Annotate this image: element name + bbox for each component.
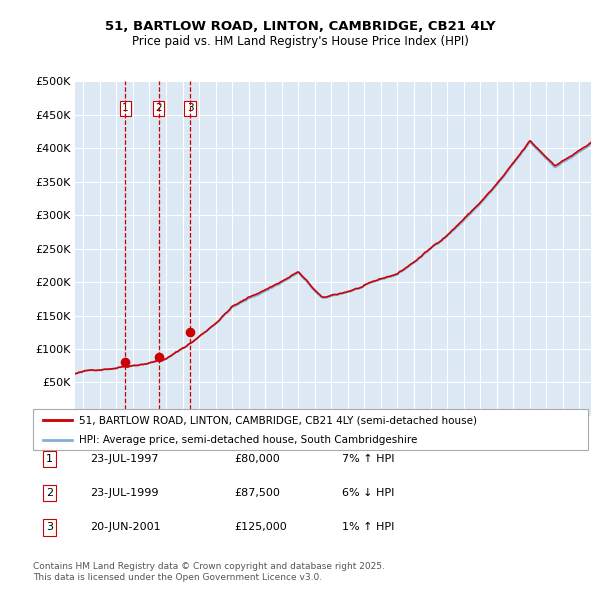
Text: 3: 3 — [187, 103, 194, 113]
Text: 51, BARTLOW ROAD, LINTON, CAMBRIDGE, CB21 4LY: 51, BARTLOW ROAD, LINTON, CAMBRIDGE, CB2… — [104, 20, 496, 33]
Text: 6% ↓ HPI: 6% ↓ HPI — [342, 489, 394, 498]
Text: 3: 3 — [46, 523, 53, 532]
Text: 1: 1 — [122, 103, 129, 113]
Text: This data is licensed under the Open Government Licence v3.0.: This data is licensed under the Open Gov… — [33, 572, 322, 582]
Text: 23-JUL-1997: 23-JUL-1997 — [90, 454, 158, 464]
Point — [185, 327, 195, 337]
Text: HPI: Average price, semi-detached house, South Cambridgeshire: HPI: Average price, semi-detached house,… — [79, 435, 417, 444]
Text: 2: 2 — [46, 489, 53, 498]
Text: £125,000: £125,000 — [234, 523, 287, 532]
Text: 1% ↑ HPI: 1% ↑ HPI — [342, 523, 394, 532]
Text: 20-JUN-2001: 20-JUN-2001 — [90, 523, 161, 532]
Text: 51, BARTLOW ROAD, LINTON, CAMBRIDGE, CB21 4LY (semi-detached house): 51, BARTLOW ROAD, LINTON, CAMBRIDGE, CB2… — [79, 415, 476, 425]
Text: Contains HM Land Registry data © Crown copyright and database right 2025.: Contains HM Land Registry data © Crown c… — [33, 562, 385, 571]
Text: 7% ↑ HPI: 7% ↑ HPI — [342, 454, 395, 464]
Text: 1: 1 — [46, 454, 53, 464]
Point — [121, 358, 130, 367]
FancyBboxPatch shape — [33, 409, 588, 450]
Point — [154, 353, 163, 362]
Text: Price paid vs. HM Land Registry's House Price Index (HPI): Price paid vs. HM Land Registry's House … — [131, 35, 469, 48]
Text: 2: 2 — [155, 103, 162, 113]
Text: £80,000: £80,000 — [234, 454, 280, 464]
Text: 23-JUL-1999: 23-JUL-1999 — [90, 489, 158, 498]
Text: £87,500: £87,500 — [234, 489, 280, 498]
